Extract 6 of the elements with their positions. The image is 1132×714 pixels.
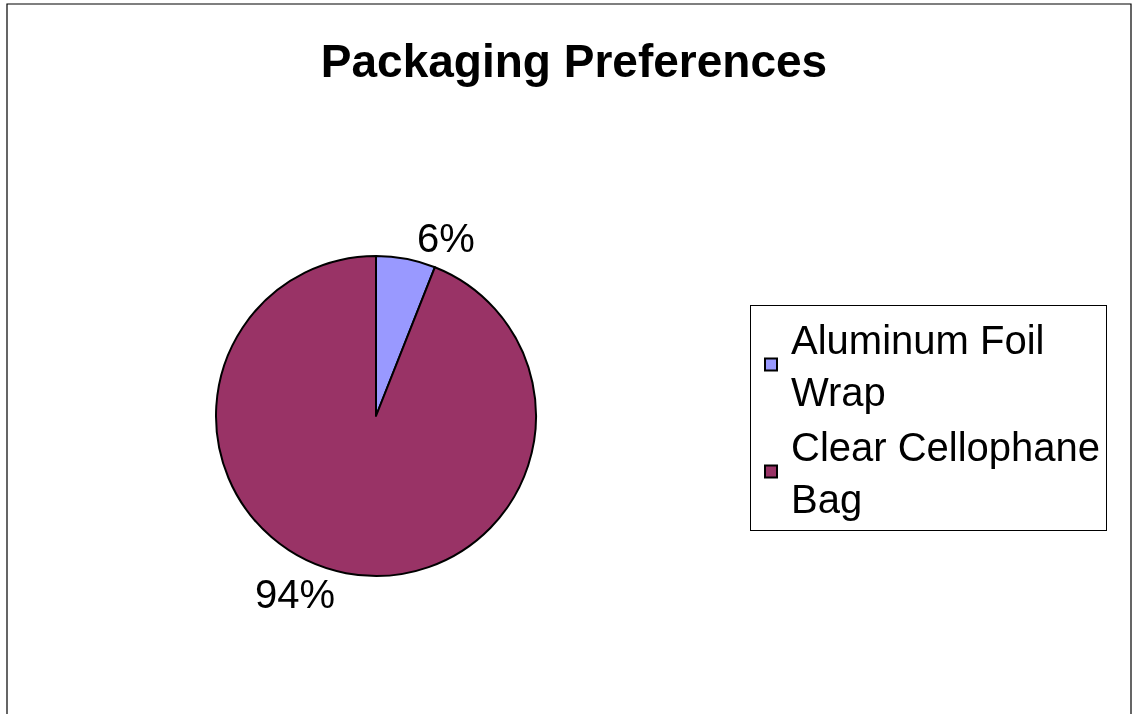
legend-label: Clear Cellophane Bag <box>791 425 1101 522</box>
data-label: 6% <box>416 215 475 260</box>
chart-title: Packaging Preferences <box>320 35 828 88</box>
data-label: 94% <box>254 572 336 617</box>
pie-slice <box>215 255 537 577</box>
legend-label: Aluminum Foil Wrap <box>791 318 1045 415</box>
